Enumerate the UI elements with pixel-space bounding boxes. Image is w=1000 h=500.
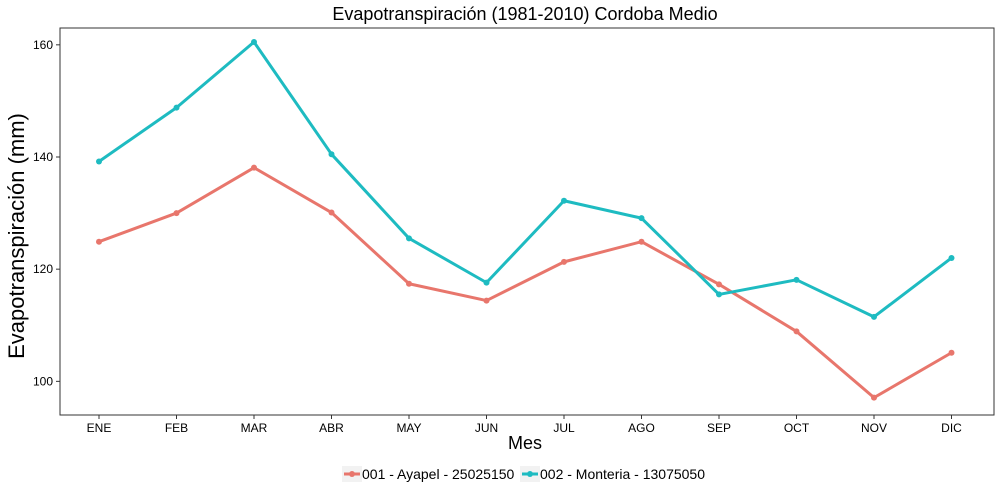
- chart-title: Evapotranspiración (1981-2010) Cordoba M…: [332, 4, 717, 24]
- x-tick-label: ENE: [87, 421, 112, 435]
- series-2: [96, 39, 955, 320]
- data-point: [871, 313, 877, 320]
- x-tick-label: AGO: [628, 421, 655, 435]
- data-point: [96, 238, 102, 245]
- x-tick-label: MAR: [241, 421, 268, 435]
- data-point: [251, 39, 257, 46]
- x-tick-label: FEB: [165, 421, 188, 435]
- series-line-1: [97, 166, 953, 400]
- plot-panel-border: [59, 27, 995, 416]
- legend: 001 - Ayapel - 25025150 002 - Monteria - …: [342, 466, 705, 482]
- data-point: [406, 280, 412, 287]
- y-tick-label: 120: [33, 262, 53, 276]
- data-point: [948, 349, 955, 356]
- data-point: [638, 238, 645, 245]
- data-point: [561, 197, 567, 204]
- data-point: [96, 158, 102, 165]
- data-point: [793, 328, 800, 335]
- legend-key-point: [527, 471, 533, 477]
- y-axis-label: Evapotranspiración (mm): [4, 113, 29, 359]
- axis-ticks: ENE FEB MAR ABR MAY JUN JUL AGO SEP OCT NOV DIC 100 1…: [33, 38, 962, 435]
- y-tick-label: 160: [33, 38, 53, 52]
- y-tick-label: 100: [33, 374, 53, 388]
- data-point: [328, 209, 335, 216]
- data-point: [793, 276, 800, 283]
- y-tick-label: 140: [33, 150, 53, 164]
- x-tick-label: JUL: [553, 421, 575, 435]
- legend-item-1: 001 - Ayapel - 25025150: [342, 466, 515, 482]
- series-line-2: [97, 40, 953, 319]
- data-point: [561, 258, 567, 265]
- data-point: [483, 297, 490, 304]
- x-tick-label: JUN: [475, 421, 498, 435]
- x-tick-label: SEP: [707, 421, 731, 435]
- x-tick-label: OCT: [784, 421, 810, 435]
- x-tick-label: NOV: [861, 421, 887, 435]
- legend-label: 001 - Ayapel - 25025150: [362, 466, 515, 482]
- x-axis-label: Mes: [508, 433, 542, 453]
- data-point: [251, 164, 257, 171]
- data-point: [716, 281, 722, 288]
- x-tick-label: MAY: [396, 421, 421, 435]
- x-tick-label: ABR: [319, 421, 344, 435]
- data-point: [328, 151, 335, 158]
- data-point: [173, 104, 180, 111]
- data-point: [948, 254, 955, 261]
- data-point: [483, 279, 490, 286]
- series-1: [96, 164, 955, 401]
- legend-key-point: [349, 471, 355, 477]
- legend-label: 002 - Monteria - 13075050: [540, 466, 705, 482]
- data-point: [638, 215, 645, 222]
- data-point: [716, 291, 722, 298]
- data-point: [871, 394, 877, 401]
- series-layer: [96, 39, 955, 401]
- legend-item-2: 002 - Monteria - 13075050: [520, 466, 705, 482]
- data-point: [173, 210, 180, 217]
- data-point: [406, 235, 412, 242]
- x-tick-label: DIC: [941, 421, 962, 435]
